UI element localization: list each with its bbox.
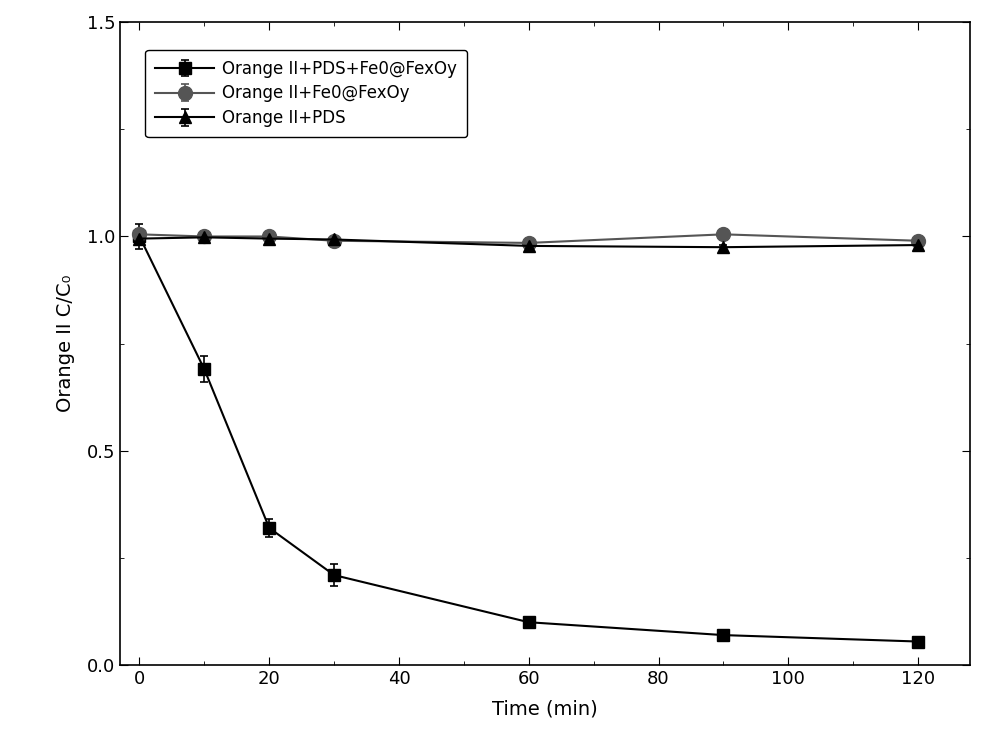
Y-axis label: Orange II C/C₀: Orange II C/C₀ xyxy=(56,275,75,412)
Legend: Orange II+PDS+Fe0@FexOy, Orange II+Fe0@FexOy, Orange II+PDS: Orange II+PDS+Fe0@FexOy, Orange II+Fe0@F… xyxy=(145,50,467,137)
X-axis label: Time (min): Time (min) xyxy=(492,699,598,718)
